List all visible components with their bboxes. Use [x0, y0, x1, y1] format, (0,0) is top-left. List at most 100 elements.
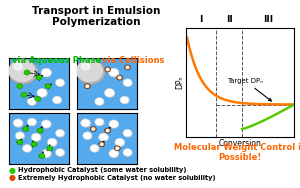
- Circle shape: [31, 133, 41, 141]
- Circle shape: [38, 89, 48, 98]
- Text: ●: ●: [9, 173, 16, 182]
- Circle shape: [115, 138, 124, 146]
- Circle shape: [121, 97, 130, 104]
- Text: via Collisions: via Collisions: [102, 56, 164, 65]
- Circle shape: [27, 98, 36, 105]
- Circle shape: [41, 68, 51, 77]
- Circle shape: [16, 132, 25, 140]
- Circle shape: [41, 120, 51, 128]
- Circle shape: [104, 89, 115, 97]
- Circle shape: [106, 68, 109, 70]
- Circle shape: [23, 145, 32, 153]
- Circle shape: [91, 145, 100, 153]
- Circle shape: [90, 145, 99, 152]
- Circle shape: [83, 132, 92, 139]
- Circle shape: [124, 149, 133, 157]
- Circle shape: [14, 119, 23, 127]
- Circle shape: [124, 65, 130, 70]
- Text: Hydrophobic Catalyst (some water solubility): Hydrophobic Catalyst (some water solubil…: [18, 167, 187, 173]
- Circle shape: [76, 60, 105, 84]
- Circle shape: [123, 79, 132, 86]
- Circle shape: [21, 92, 27, 97]
- Circle shape: [81, 119, 90, 127]
- Circle shape: [37, 89, 47, 97]
- Circle shape: [124, 79, 133, 87]
- Circle shape: [37, 128, 43, 133]
- Circle shape: [123, 149, 132, 156]
- Circle shape: [47, 146, 53, 151]
- Circle shape: [95, 98, 104, 105]
- Circle shape: [9, 60, 38, 84]
- Circle shape: [124, 130, 133, 137]
- Circle shape: [110, 120, 119, 129]
- Circle shape: [17, 140, 23, 145]
- Circle shape: [56, 149, 65, 157]
- Circle shape: [114, 146, 120, 151]
- Text: Target DPₙ: Target DPₙ: [227, 78, 272, 101]
- Circle shape: [109, 149, 118, 158]
- Circle shape: [95, 119, 104, 126]
- Circle shape: [28, 98, 37, 106]
- Circle shape: [42, 150, 52, 158]
- Circle shape: [116, 139, 125, 147]
- Text: I: I: [200, 15, 203, 24]
- Circle shape: [109, 120, 118, 128]
- Circle shape: [92, 128, 94, 130]
- Text: II: II: [226, 15, 232, 24]
- Circle shape: [42, 120, 52, 129]
- Circle shape: [105, 128, 111, 133]
- Circle shape: [22, 145, 32, 152]
- Circle shape: [99, 134, 109, 142]
- Circle shape: [36, 75, 42, 80]
- Circle shape: [110, 150, 119, 158]
- Circle shape: [56, 129, 64, 137]
- Circle shape: [31, 142, 37, 147]
- Circle shape: [100, 143, 103, 145]
- Circle shape: [90, 127, 96, 132]
- Circle shape: [53, 97, 62, 104]
- Circle shape: [76, 59, 104, 83]
- Circle shape: [56, 79, 65, 87]
- Circle shape: [99, 142, 105, 147]
- Circle shape: [105, 67, 111, 72]
- Circle shape: [24, 70, 30, 75]
- Text: Extremely Hydrophobic Catalyst (no water solubility): Extremely Hydrophobic Catalyst (no water…: [18, 175, 216, 181]
- Text: Transport in Emulsion
Polymerization: Transport in Emulsion Polymerization: [32, 6, 160, 27]
- Circle shape: [86, 85, 88, 87]
- Circle shape: [8, 59, 36, 83]
- Circle shape: [109, 68, 119, 77]
- Circle shape: [28, 119, 37, 126]
- Circle shape: [56, 79, 64, 86]
- Circle shape: [106, 130, 109, 132]
- Circle shape: [56, 130, 65, 137]
- Circle shape: [56, 149, 64, 156]
- Circle shape: [81, 63, 90, 70]
- Text: Molecular Weight Control is
Possible!: Molecular Weight Control is Possible!: [174, 143, 300, 162]
- Circle shape: [126, 66, 129, 68]
- Circle shape: [17, 84, 23, 89]
- Circle shape: [45, 84, 51, 89]
- Circle shape: [52, 96, 62, 104]
- Circle shape: [15, 132, 24, 139]
- Circle shape: [47, 138, 57, 146]
- Circle shape: [120, 96, 129, 104]
- Circle shape: [48, 139, 58, 147]
- Circle shape: [27, 118, 36, 126]
- Circle shape: [116, 147, 119, 149]
- Circle shape: [35, 96, 41, 101]
- Circle shape: [118, 77, 121, 79]
- Circle shape: [83, 132, 92, 140]
- Circle shape: [99, 133, 108, 141]
- Circle shape: [95, 98, 104, 106]
- Circle shape: [81, 119, 91, 127]
- Circle shape: [123, 129, 132, 137]
- Text: III: III: [263, 15, 273, 24]
- Circle shape: [84, 84, 90, 89]
- Circle shape: [117, 75, 123, 80]
- Text: via Aqueous Phase: via Aqueous Phase: [12, 56, 101, 65]
- Y-axis label: DPₙ: DPₙ: [176, 76, 184, 89]
- Text: ●: ●: [9, 166, 16, 175]
- Circle shape: [39, 153, 45, 158]
- Circle shape: [23, 127, 29, 132]
- Circle shape: [14, 63, 22, 70]
